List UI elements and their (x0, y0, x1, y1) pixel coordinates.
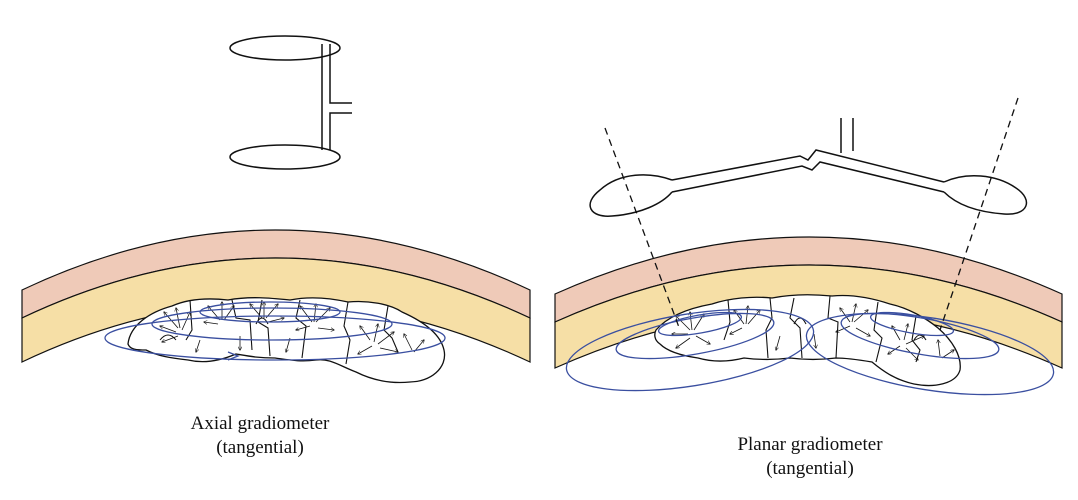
axial-sulcus (185, 299, 193, 341)
axial-panel (21, 35, 531, 384)
planar-sulcus (827, 295, 839, 359)
planar-sulcus (911, 315, 921, 363)
planar-dashed-lines (604, 97, 1019, 331)
planar-panel (554, 97, 1063, 396)
axial-sulcus (383, 305, 399, 353)
axial-field-lines (104, 301, 446, 361)
axial-sulcus (257, 299, 271, 357)
planar-gradiometer-coil (589, 118, 1028, 217)
axial-caption-subtitle: (tangential) (216, 437, 304, 458)
axial-caption-title: Axial gradiometer (190, 413, 330, 434)
planar-sulcus (873, 301, 883, 363)
axial-sulcus (343, 301, 351, 365)
axial-cortex-bump (159, 334, 177, 341)
axial-field-direction-arrow (227, 351, 240, 361)
planar-field-lines (565, 308, 1055, 396)
planar-caption: Planar gradiometer (tangential) (680, 433, 940, 481)
axial-gradiometer-coil (229, 35, 352, 170)
planar-caption-subtitle: (tangential) (766, 458, 854, 479)
axial-caption: Axial gradiometer (tangential) (135, 412, 385, 460)
planar-caption-title: Planar gradiometer (737, 434, 883, 455)
planar-sulcus (765, 297, 773, 359)
planar-sulcus (723, 299, 731, 341)
axial-sulcus (295, 299, 307, 359)
